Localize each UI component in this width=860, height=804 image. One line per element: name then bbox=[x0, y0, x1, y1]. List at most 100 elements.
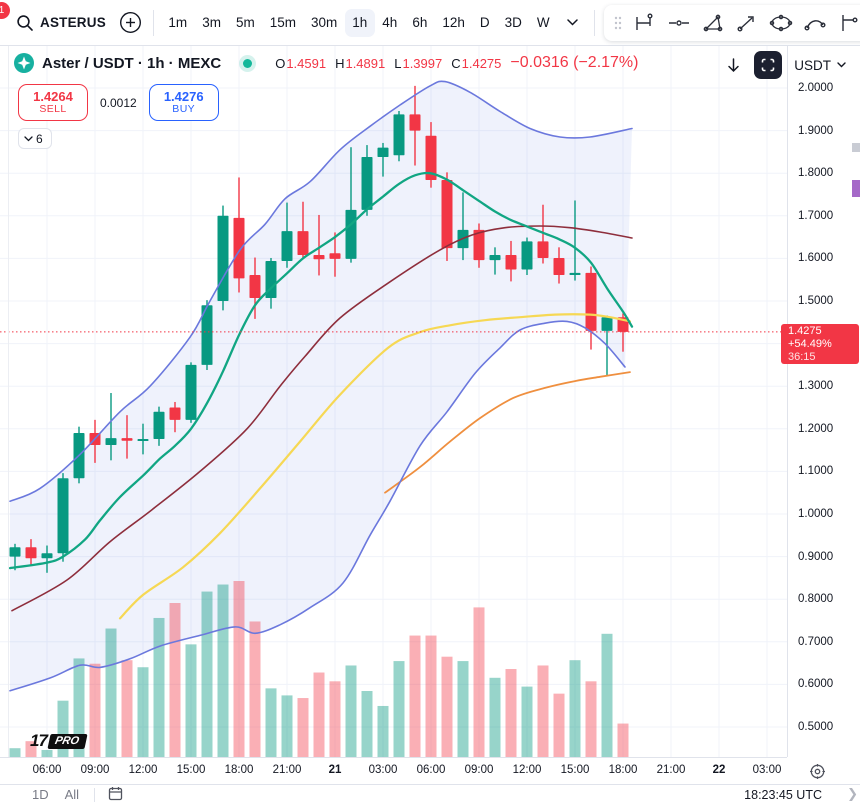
price-axis-label: 1.1000 bbox=[798, 465, 834, 478]
fullscreen-toggle-icon[interactable] bbox=[754, 51, 783, 79]
sell-price: 1.4264 bbox=[33, 88, 73, 104]
price-axis-label: 1.3000 bbox=[798, 380, 834, 393]
sell-label: SELL bbox=[39, 102, 67, 115]
ohlc-values: O 1.4591 H 1.4891 L 1.3997 C 1.4275 bbox=[266, 56, 501, 71]
tool-vertical-line-icon[interactable] bbox=[832, 8, 860, 38]
spread-value: 0.0012 bbox=[100, 95, 137, 110]
tradingview-logo[interactable]: 17 PRO bbox=[30, 731, 88, 751]
ohlc-letter: O bbox=[275, 55, 286, 71]
interval-W[interactable]: W bbox=[536, 15, 550, 30]
buy-label: BUY bbox=[172, 102, 196, 115]
time-axis-label: 18:00 bbox=[608, 764, 638, 776]
range-all-button[interactable]: All bbox=[64, 787, 80, 802]
ohlc-value: 1.4275 bbox=[461, 55, 502, 71]
interval-4h[interactable]: 4h bbox=[382, 15, 398, 30]
indicator-count: 6 bbox=[36, 131, 43, 146]
time-axis-label: 15:00 bbox=[560, 764, 590, 776]
line-upper_band bbox=[9, 80, 633, 503]
ohlc-value: 1.4591 bbox=[286, 55, 327, 71]
aster-logo-icon bbox=[14, 53, 34, 73]
time-axis-label: 06:00 bbox=[32, 764, 62, 776]
currency-dropdown[interactable]: USDT bbox=[788, 54, 852, 77]
sell-button[interactable]: 1.4264 SELL bbox=[18, 84, 88, 121]
buy-price: 1.4276 bbox=[163, 88, 204, 104]
time-axis-label: 18:00 bbox=[224, 764, 254, 776]
timezone-settings-icon[interactable] bbox=[806, 762, 828, 780]
market-status-dot[interactable] bbox=[243, 58, 253, 68]
interval-5m[interactable]: 5m bbox=[235, 15, 255, 30]
symbol-search-button[interactable]: ASTERUS bbox=[40, 15, 106, 30]
tool-trend-arrow-icon[interactable] bbox=[730, 8, 764, 38]
tool-curve-icon[interactable] bbox=[798, 8, 832, 38]
time-axis-label: 15:00 bbox=[176, 764, 206, 776]
ohlc-value: 1.4891 bbox=[345, 55, 386, 71]
compare-add-icon[interactable] bbox=[116, 8, 146, 38]
price-axis-label: 1.5000 bbox=[798, 295, 834, 307]
current-time-utc[interactable]: 18:23:45 UTC bbox=[744, 788, 822, 802]
interval-30m[interactable]: 30m bbox=[310, 15, 338, 30]
pane-handle-gray[interactable] bbox=[852, 143, 860, 152]
time-axis-label: 21 bbox=[328, 764, 342, 776]
notification-badge[interactable]: 1 bbox=[0, 2, 10, 19]
drawing-tools-palette bbox=[604, 5, 860, 41]
pane-handle-purple[interactable] bbox=[852, 180, 860, 197]
buy-button[interactable]: 1.4276 BUY bbox=[148, 84, 219, 121]
change-value: −0.0316 (−2.17%) bbox=[510, 54, 639, 71]
price-axis-label: 0.8000 bbox=[798, 593, 834, 606]
indicators-collapse-button[interactable]: 6 bbox=[18, 128, 52, 149]
interval-D[interactable]: D bbox=[479, 15, 490, 30]
last-price: 1.4275 bbox=[788, 324, 822, 337]
intervals-chevron-down-icon[interactable] bbox=[557, 8, 587, 38]
interval-3m[interactable]: 3m bbox=[202, 15, 221, 30]
time-axis-label: 09:00 bbox=[80, 764, 110, 776]
interval-buttons: 1m 3m 5m 15m 30m 1h 4h 6h 12h D 3D W bbox=[161, 8, 557, 37]
price-axis[interactable]: 2.00001.90001.80001.70001.60001.50001.40… bbox=[781, 46, 860, 757]
time-axis-label: 03:00 bbox=[752, 764, 782, 776]
tool-ellipse-icon[interactable] bbox=[764, 8, 798, 38]
drag-handle-icon[interactable] bbox=[608, 8, 628, 38]
interval-3D[interactable]: 3D bbox=[504, 15, 522, 30]
ohlc-letter: H bbox=[335, 55, 345, 71]
scroll-down-arrow-icon[interactable] bbox=[718, 50, 748, 80]
toolbar-divider bbox=[594, 9, 596, 36]
ohlc-value: 1.3997 bbox=[402, 55, 443, 71]
price-axis-label: 1.8000 bbox=[798, 167, 834, 180]
time-axis-label: 03:00 bbox=[368, 764, 398, 776]
currency-label: USDT bbox=[794, 57, 831, 73]
chevron-down-icon bbox=[24, 135, 33, 141]
go-to-date-calendar-icon[interactable] bbox=[108, 786, 123, 804]
tool-horizontal-line-icon[interactable] bbox=[662, 8, 696, 38]
interval-15m[interactable]: 15m bbox=[269, 15, 296, 30]
time-axis-label: 22 bbox=[712, 764, 726, 776]
interval-1m[interactable]: 1m bbox=[168, 15, 188, 30]
symbol-title[interactable]: Aster / USDT · 1h · MEXC bbox=[42, 54, 222, 72]
tool-triangle-pattern-icon[interactable] bbox=[696, 8, 730, 38]
line-ma_slow bbox=[11, 225, 633, 612]
price-axis-label: 0.7000 bbox=[798, 635, 834, 648]
bottom-bar: 1D All 18:23:45 UTC ❯ bbox=[0, 784, 860, 804]
bar-countdown: 36:15 bbox=[788, 350, 816, 363]
search-icon[interactable] bbox=[10, 8, 40, 38]
toolbar-divider bbox=[152, 9, 154, 36]
line-ma_mid bbox=[118, 313, 632, 620]
interval-1h[interactable]: 1h bbox=[344, 8, 375, 37]
time-axis-label: 12:00 bbox=[128, 764, 158, 776]
tv-logo-mark: 17 bbox=[30, 731, 48, 750]
panel-expand-chevron-icon[interactable]: ❯ bbox=[847, 786, 858, 801]
chevron-down-icon bbox=[837, 62, 846, 68]
volume-bars bbox=[9, 581, 629, 757]
time-axis-label: 21:00 bbox=[272, 764, 302, 776]
tool-horizontal-ray-icon[interactable] bbox=[628, 8, 662, 38]
ohlc-letter: C bbox=[451, 55, 461, 71]
interval-6h[interactable]: 6h bbox=[412, 15, 428, 30]
time-axis-label: 21:00 bbox=[656, 764, 686, 776]
last-price-tag: 1.4275 +54.49% 36:15 bbox=[781, 323, 859, 364]
line-ma_long bbox=[384, 371, 631, 494]
main-chart[interactable] bbox=[0, 46, 787, 758]
price-axis-label: 1.2000 bbox=[798, 422, 834, 435]
time-axis[interactable]: 06:00 09:00 12:00 15:00 18:00 21:00 21 03:00 06:… bbox=[0, 757, 787, 784]
chart-top-right-controls: USDT bbox=[718, 50, 852, 80]
interval-12h[interactable]: 12h bbox=[442, 15, 465, 30]
range-1d-button[interactable]: 1D bbox=[32, 787, 49, 802]
